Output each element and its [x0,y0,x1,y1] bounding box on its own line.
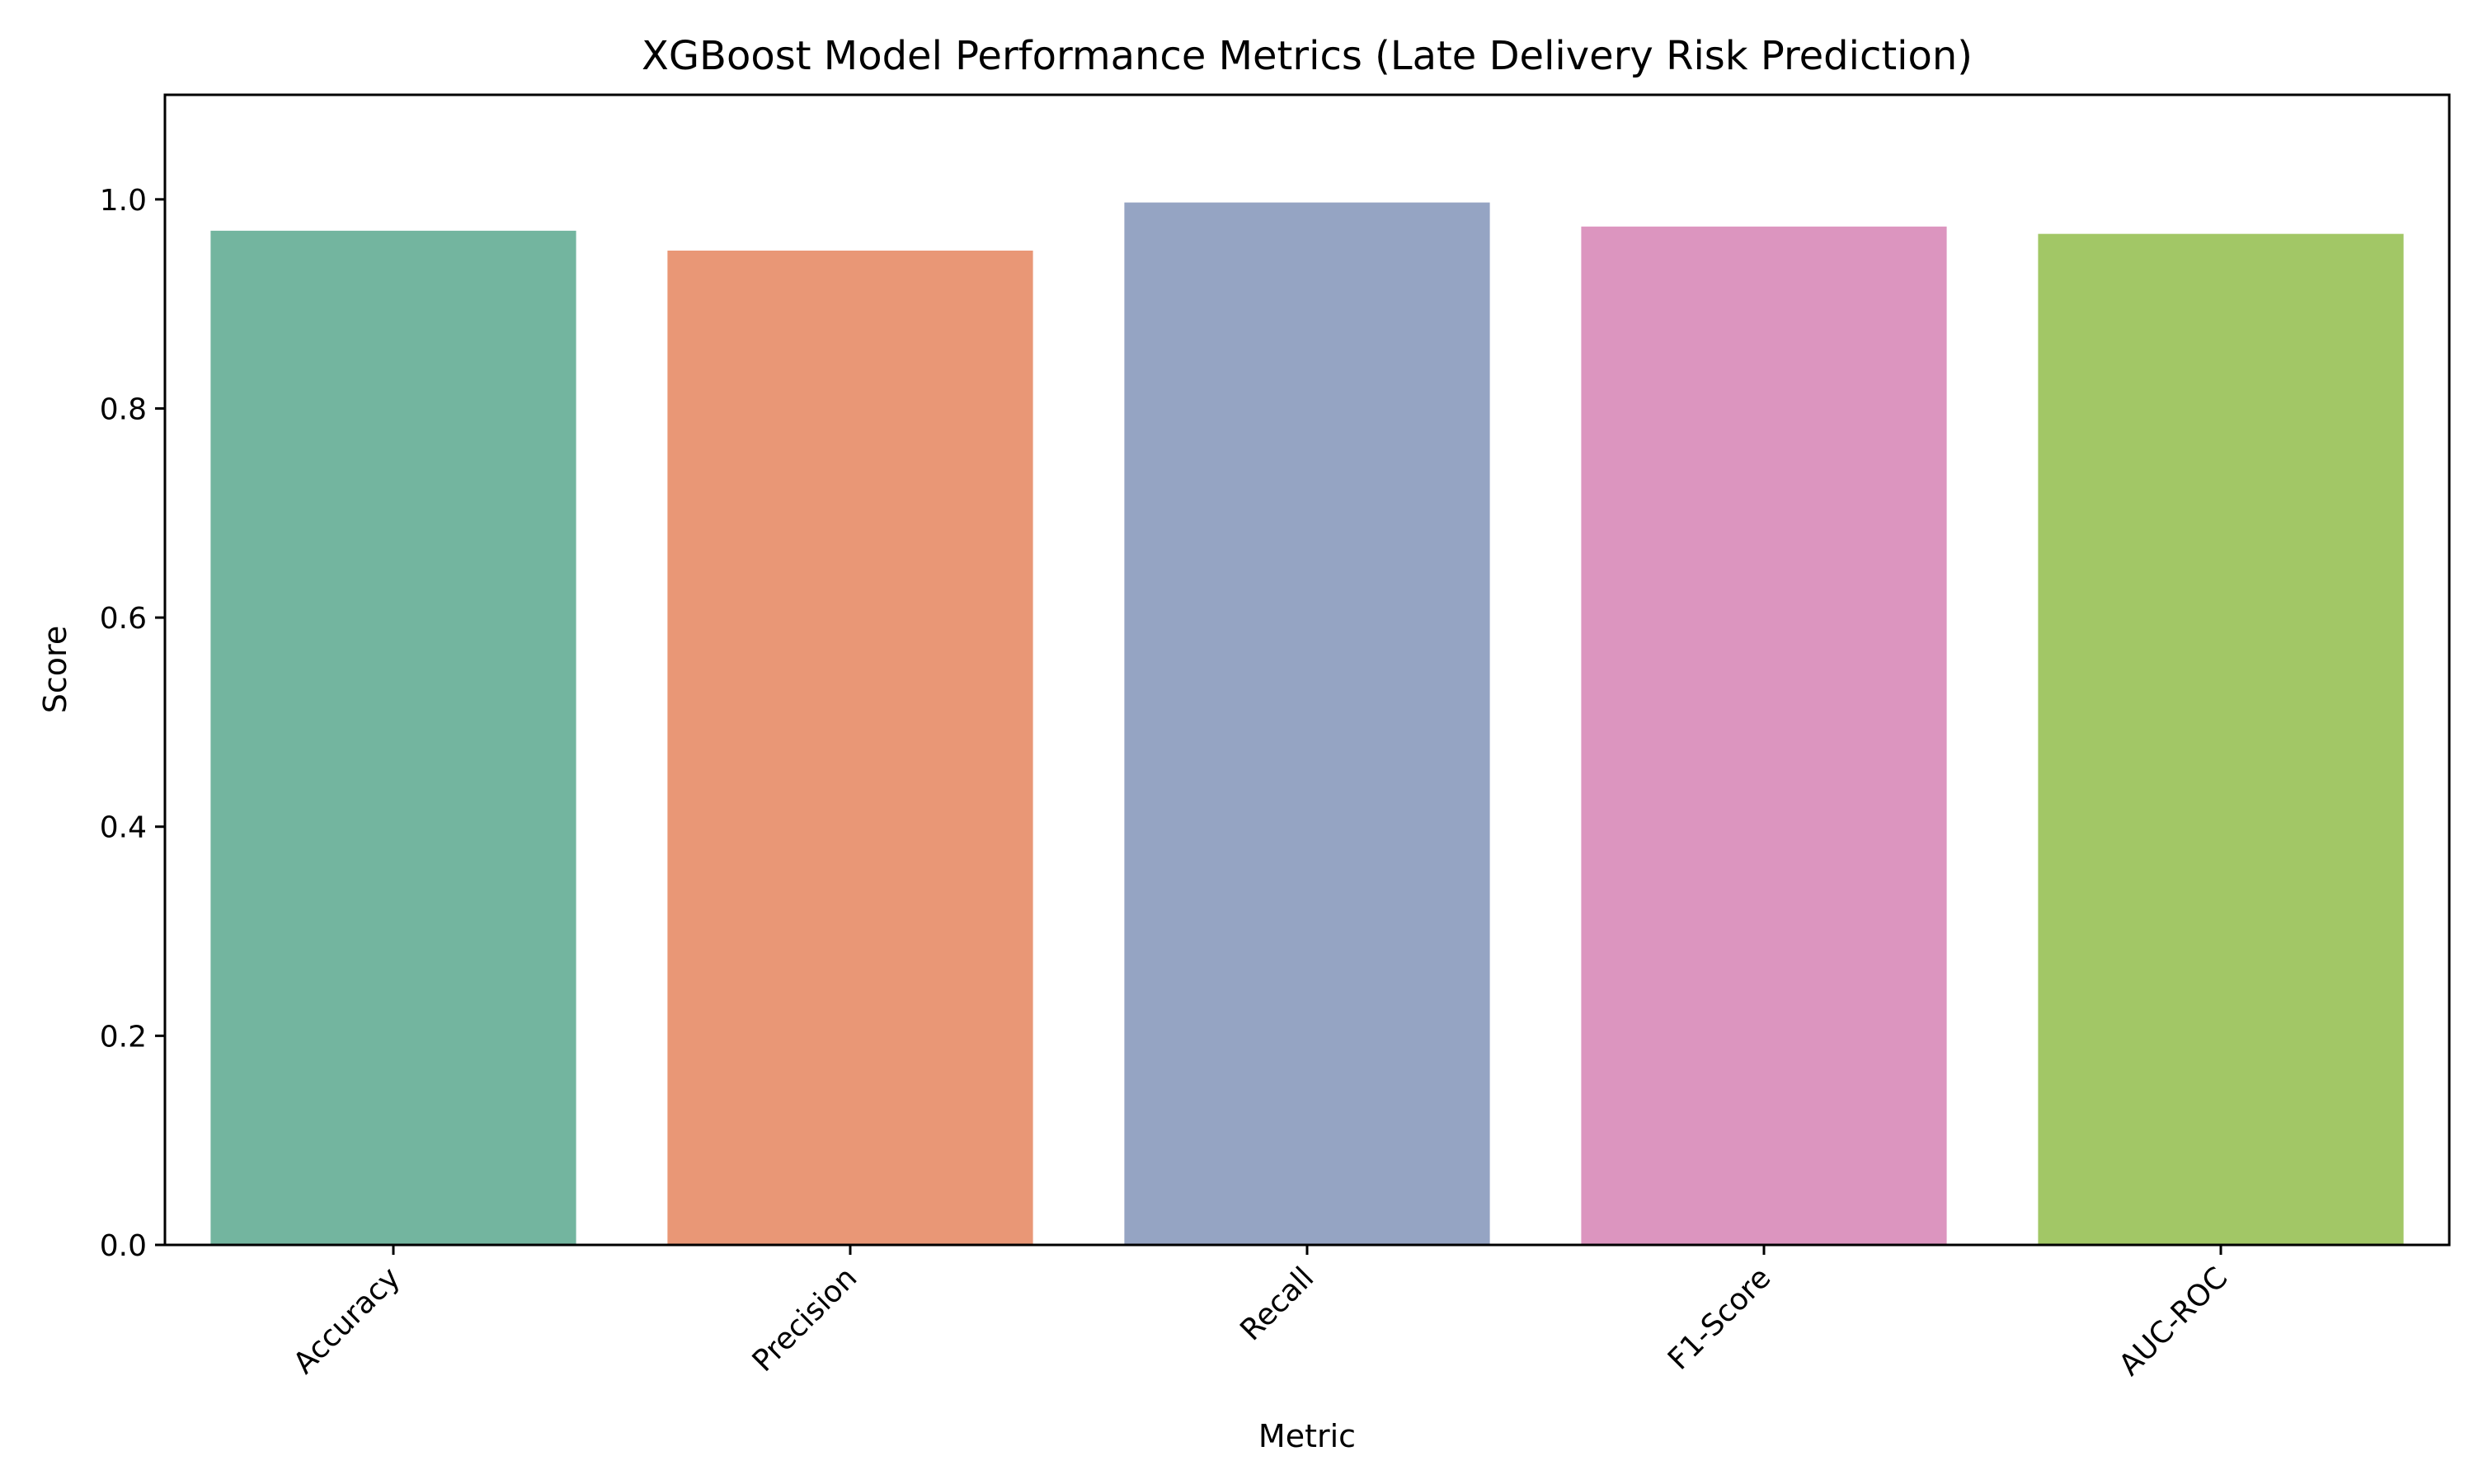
bar-precision [667,250,1033,1245]
bar-recall [1124,202,1490,1246]
y-axis: 0.0 0.2 0.4 0.6 0.8 1.0 [100,184,165,1263]
y-tick-label: 0.2 [100,1020,147,1054]
y-tick-label: 1.0 [100,184,147,218]
x-tick-label: Precision [746,1261,864,1378]
chart-title: XGBoost Model Performance Metrics (Late … [642,33,1973,79]
y-axis-label: Score [37,626,73,713]
bars-group [210,202,2404,1246]
y-tick-label: 0.8 [100,392,147,426]
y-tick-label: 0.4 [100,811,147,845]
x-axis: Accuracy Precision Recall F1-Score AUC-ROC [287,1245,2234,1383]
bar-accuracy [210,230,576,1245]
y-tick-label: 0.6 [100,602,147,636]
x-tick-label: AUC-ROC [2113,1261,2234,1382]
x-tick-label: Recall [1234,1261,1320,1347]
bar-f1-score [1581,226,1947,1246]
x-tick-label: Accuracy [287,1261,407,1380]
y-tick-label: 0.0 [100,1229,147,1263]
bar-auc-roc [2038,233,2404,1245]
x-axis-label: Metric [1258,1418,1356,1454]
x-tick-label: F1-Score [1662,1261,1777,1376]
